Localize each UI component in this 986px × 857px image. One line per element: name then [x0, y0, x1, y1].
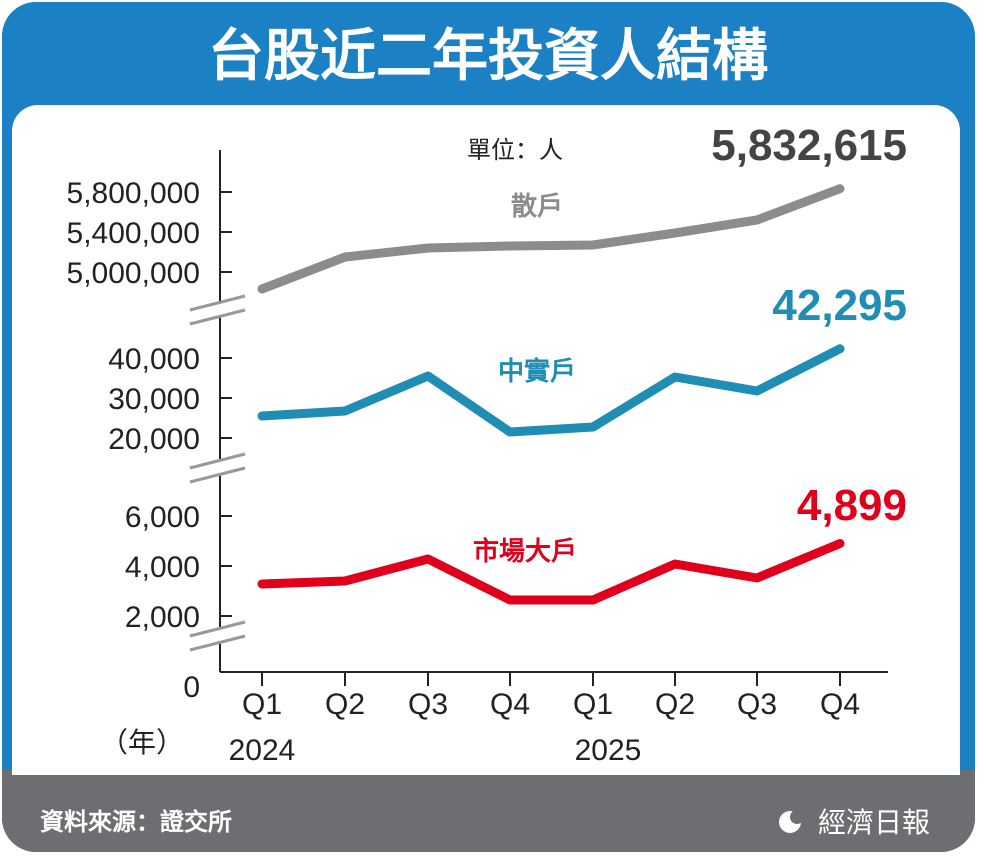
y-tick-label: 4,000	[125, 551, 200, 584]
year-label: 2025	[575, 734, 642, 767]
y-tick-label: 40,000	[108, 343, 200, 376]
x-axis-unit: （年）	[100, 726, 184, 759]
series-name-retail: 散戶	[511, 192, 563, 222]
series-line-large	[257, 539, 845, 605]
y-tick-label: 5,000,000	[67, 257, 200, 290]
axis-break-mark	[189, 466, 246, 484]
axis-break-mark	[189, 634, 246, 652]
axis-break-mark	[189, 308, 246, 326]
brand-logo: 經濟日報	[779, 806, 930, 839]
last-value-label-large: 4,899	[797, 481, 907, 530]
last-value-label-mid: 42,295	[772, 281, 907, 330]
x-tick-label: Q2	[325, 688, 365, 721]
x-tick-label: Q1	[242, 688, 282, 721]
last-value-label-retail: 5,832,615	[711, 121, 907, 170]
chart-panel-bottom	[12, 700, 960, 775]
x-tick-label: Q3	[408, 688, 448, 721]
y-tick-label: 5,400,000	[67, 217, 200, 250]
series-name-large: 市場大戶	[473, 536, 577, 567]
y-tick-label: 2,000	[125, 601, 200, 634]
series-line-mid	[257, 344, 845, 437]
unit-label: 單位：人	[467, 136, 563, 164]
brand-name: 經濟日報	[818, 806, 930, 839]
x-tick-label: Q4	[490, 688, 530, 721]
brand-logo-cut	[790, 810, 804, 824]
x-tick-label: Q3	[737, 688, 777, 721]
chart-panel	[12, 105, 960, 775]
y-tick-label: 6,000	[125, 501, 200, 534]
axis-break-mark	[189, 294, 246, 312]
x-tick-label: Q2	[655, 688, 695, 721]
footer-bar-top	[2, 770, 975, 810]
axis-break-mark	[189, 452, 246, 470]
source-label: 資料來源：證交所	[40, 808, 232, 836]
axis-break-mark	[189, 620, 246, 638]
series-line-retail	[257, 184, 845, 294]
series-name-mid: 中實戶	[498, 356, 576, 387]
x-tick-label: Q1	[573, 688, 613, 721]
x-tick-label: Q4	[820, 688, 860, 721]
y-tick-label-zero: 0	[183, 671, 200, 704]
y-tick-label: 30,000	[108, 383, 200, 416]
y-tick-label: 5,800,000	[67, 177, 200, 210]
year-label: 2024	[229, 734, 296, 767]
y-tick-label: 20,000	[108, 423, 200, 456]
chart-title: 台股近二年投資人結構	[208, 24, 768, 89]
plot-area: 0 Q1 Q2 Q3 Q4 Q1 Q2 Q3 Q4 2024 2025 （年） 5,800,000 5,4…	[67, 121, 907, 767]
